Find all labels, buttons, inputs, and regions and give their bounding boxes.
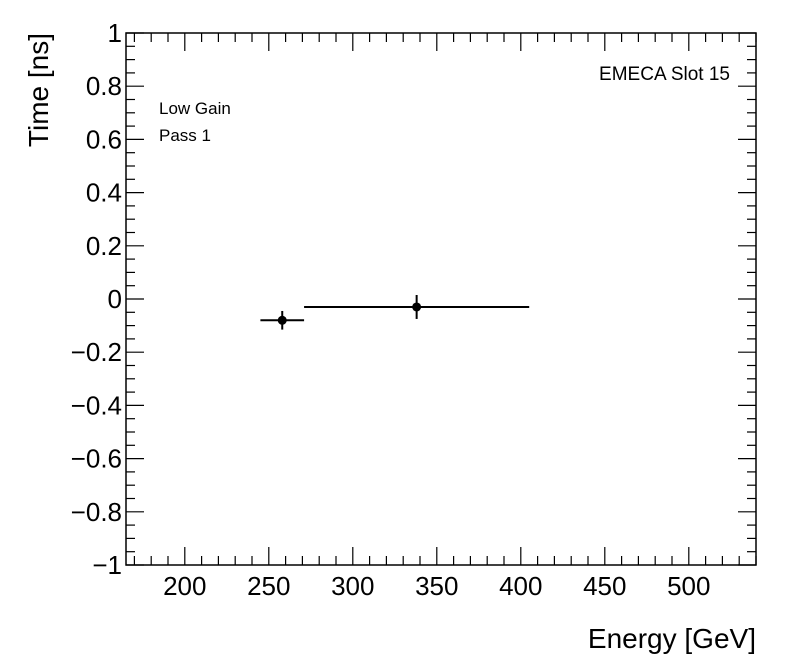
tick-marks: [126, 32, 757, 566]
y-tick-label: −1: [92, 550, 122, 580]
x-tick-labels: 200 250 300 350 400 450 500: [163, 571, 710, 601]
point-marker: [277, 315, 287, 325]
y-tick-label: 0.2: [86, 231, 122, 261]
y-tick-label: 0.8: [86, 71, 122, 101]
slot-annotation: EMECA Slot 15: [599, 64, 730, 85]
y-tick-label: −0.8: [71, 497, 122, 527]
y-tick-labels: −1 −0.8 −0.6 −0.4 −0.2 0 0.2 0.4 0.6 0.8 1: [71, 18, 122, 580]
y-tick-label: 0: [108, 284, 122, 314]
x-tick-label: 450: [583, 571, 626, 601]
gain-annotation: Low Gain: [159, 99, 231, 118]
y-tick-label: −0.4: [71, 390, 122, 420]
x-tick-label: 400: [499, 571, 542, 601]
y-tick-label: −0.6: [71, 444, 122, 474]
point-marker: [412, 302, 422, 312]
data-point: [304, 295, 530, 319]
y-tick-label: 0.4: [86, 178, 122, 208]
x-tick-label: 200: [163, 571, 206, 601]
y-tick-label: 0.6: [86, 124, 122, 154]
x-axis-title: Energy [GeV]: [588, 623, 756, 654]
data-point: [260, 310, 305, 330]
y-tick-label: −0.2: [71, 337, 122, 367]
x-tick-label: 250: [247, 571, 290, 601]
x-tick-label: 300: [331, 571, 374, 601]
x-tick-label: 350: [415, 571, 458, 601]
y-axis-title: Time [ns]: [23, 33, 54, 147]
x-tick-label: 500: [667, 571, 710, 601]
pass-annotation: Pass 1: [159, 126, 211, 145]
data-points: [260, 295, 530, 330]
y-tick-label: 1: [108, 18, 122, 48]
